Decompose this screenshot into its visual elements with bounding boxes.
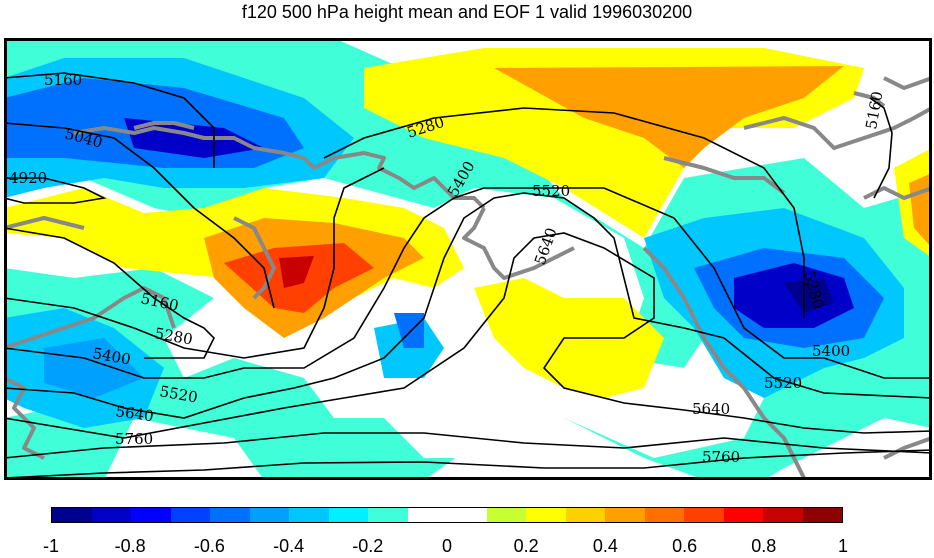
field-blue-region (44, 338, 144, 398)
field-darkred-region (279, 256, 314, 288)
colorbar-cell (328, 508, 368, 522)
contour-label: 5640 (692, 400, 730, 418)
colorbar-cell (368, 508, 408, 522)
colorbar-tick-label: -0.6 (193, 536, 225, 556)
contour-label: 5520 (532, 182, 570, 200)
coastlines (4, 76, 932, 479)
colorbar-cell (91, 508, 131, 522)
contour-label: 5640 (114, 402, 154, 425)
map-frame (4, 38, 932, 480)
colorbar-tick-label: 0 (441, 536, 453, 556)
map-plot: 5160 5040 4920 5280 5400 5520 5640 5160 … (4, 38, 932, 480)
contour-label: 4920 (9, 169, 47, 187)
field-darkblue-region (784, 278, 834, 313)
contour-label: 5160 (44, 71, 82, 89)
colorbar-tick-label: 0.4 (592, 536, 618, 556)
colorbar-cell (802, 508, 842, 522)
contour-label: 5760 (115, 430, 153, 448)
colorbar-tick-label: 1 (837, 536, 849, 556)
colorbar-cell (210, 508, 250, 522)
colorbar-cell (249, 508, 289, 522)
colorbar-cell (486, 508, 526, 522)
height-contours (4, 72, 932, 479)
colorbar-tick-label: -0.8 (114, 536, 146, 556)
colorbar-cell (407, 508, 447, 522)
colorbar-cell (289, 508, 329, 522)
field-orange-region (494, 66, 844, 168)
contour-label: 5400 (812, 342, 850, 360)
colorbar-cell (605, 508, 645, 522)
field-white-region (424, 418, 704, 480)
colorbar-cell (170, 508, 210, 522)
colorbar-cell (644, 508, 684, 522)
contour-label: 5760 (702, 448, 740, 466)
chart-title: f120 500 hPa height mean and EOF 1 valid… (241, 2, 693, 22)
colorbar-cell (723, 508, 763, 522)
colorbar-cell (565, 508, 605, 522)
field-blue-region (394, 313, 424, 348)
colorbar-cell (684, 508, 724, 522)
colorbar-tick-label: -0.4 (273, 536, 305, 556)
colorbar-cell (447, 508, 487, 522)
colorbar-tick-label: 0.6 (672, 536, 698, 556)
colorbar-cell (131, 508, 171, 522)
colorbar-cell (526, 508, 566, 522)
colorbar-cell (763, 508, 803, 522)
colorbar-tick-label: 0.2 (513, 536, 539, 556)
colorbar (51, 507, 843, 523)
colorbar-tick-label: -0.2 (352, 536, 384, 556)
colorbar-tick-label: 0.8 (751, 536, 777, 556)
colorbar-cell (52, 508, 92, 522)
colorbar-tick-label: -1 (42, 536, 60, 556)
contour-label: 5520 (764, 374, 802, 392)
